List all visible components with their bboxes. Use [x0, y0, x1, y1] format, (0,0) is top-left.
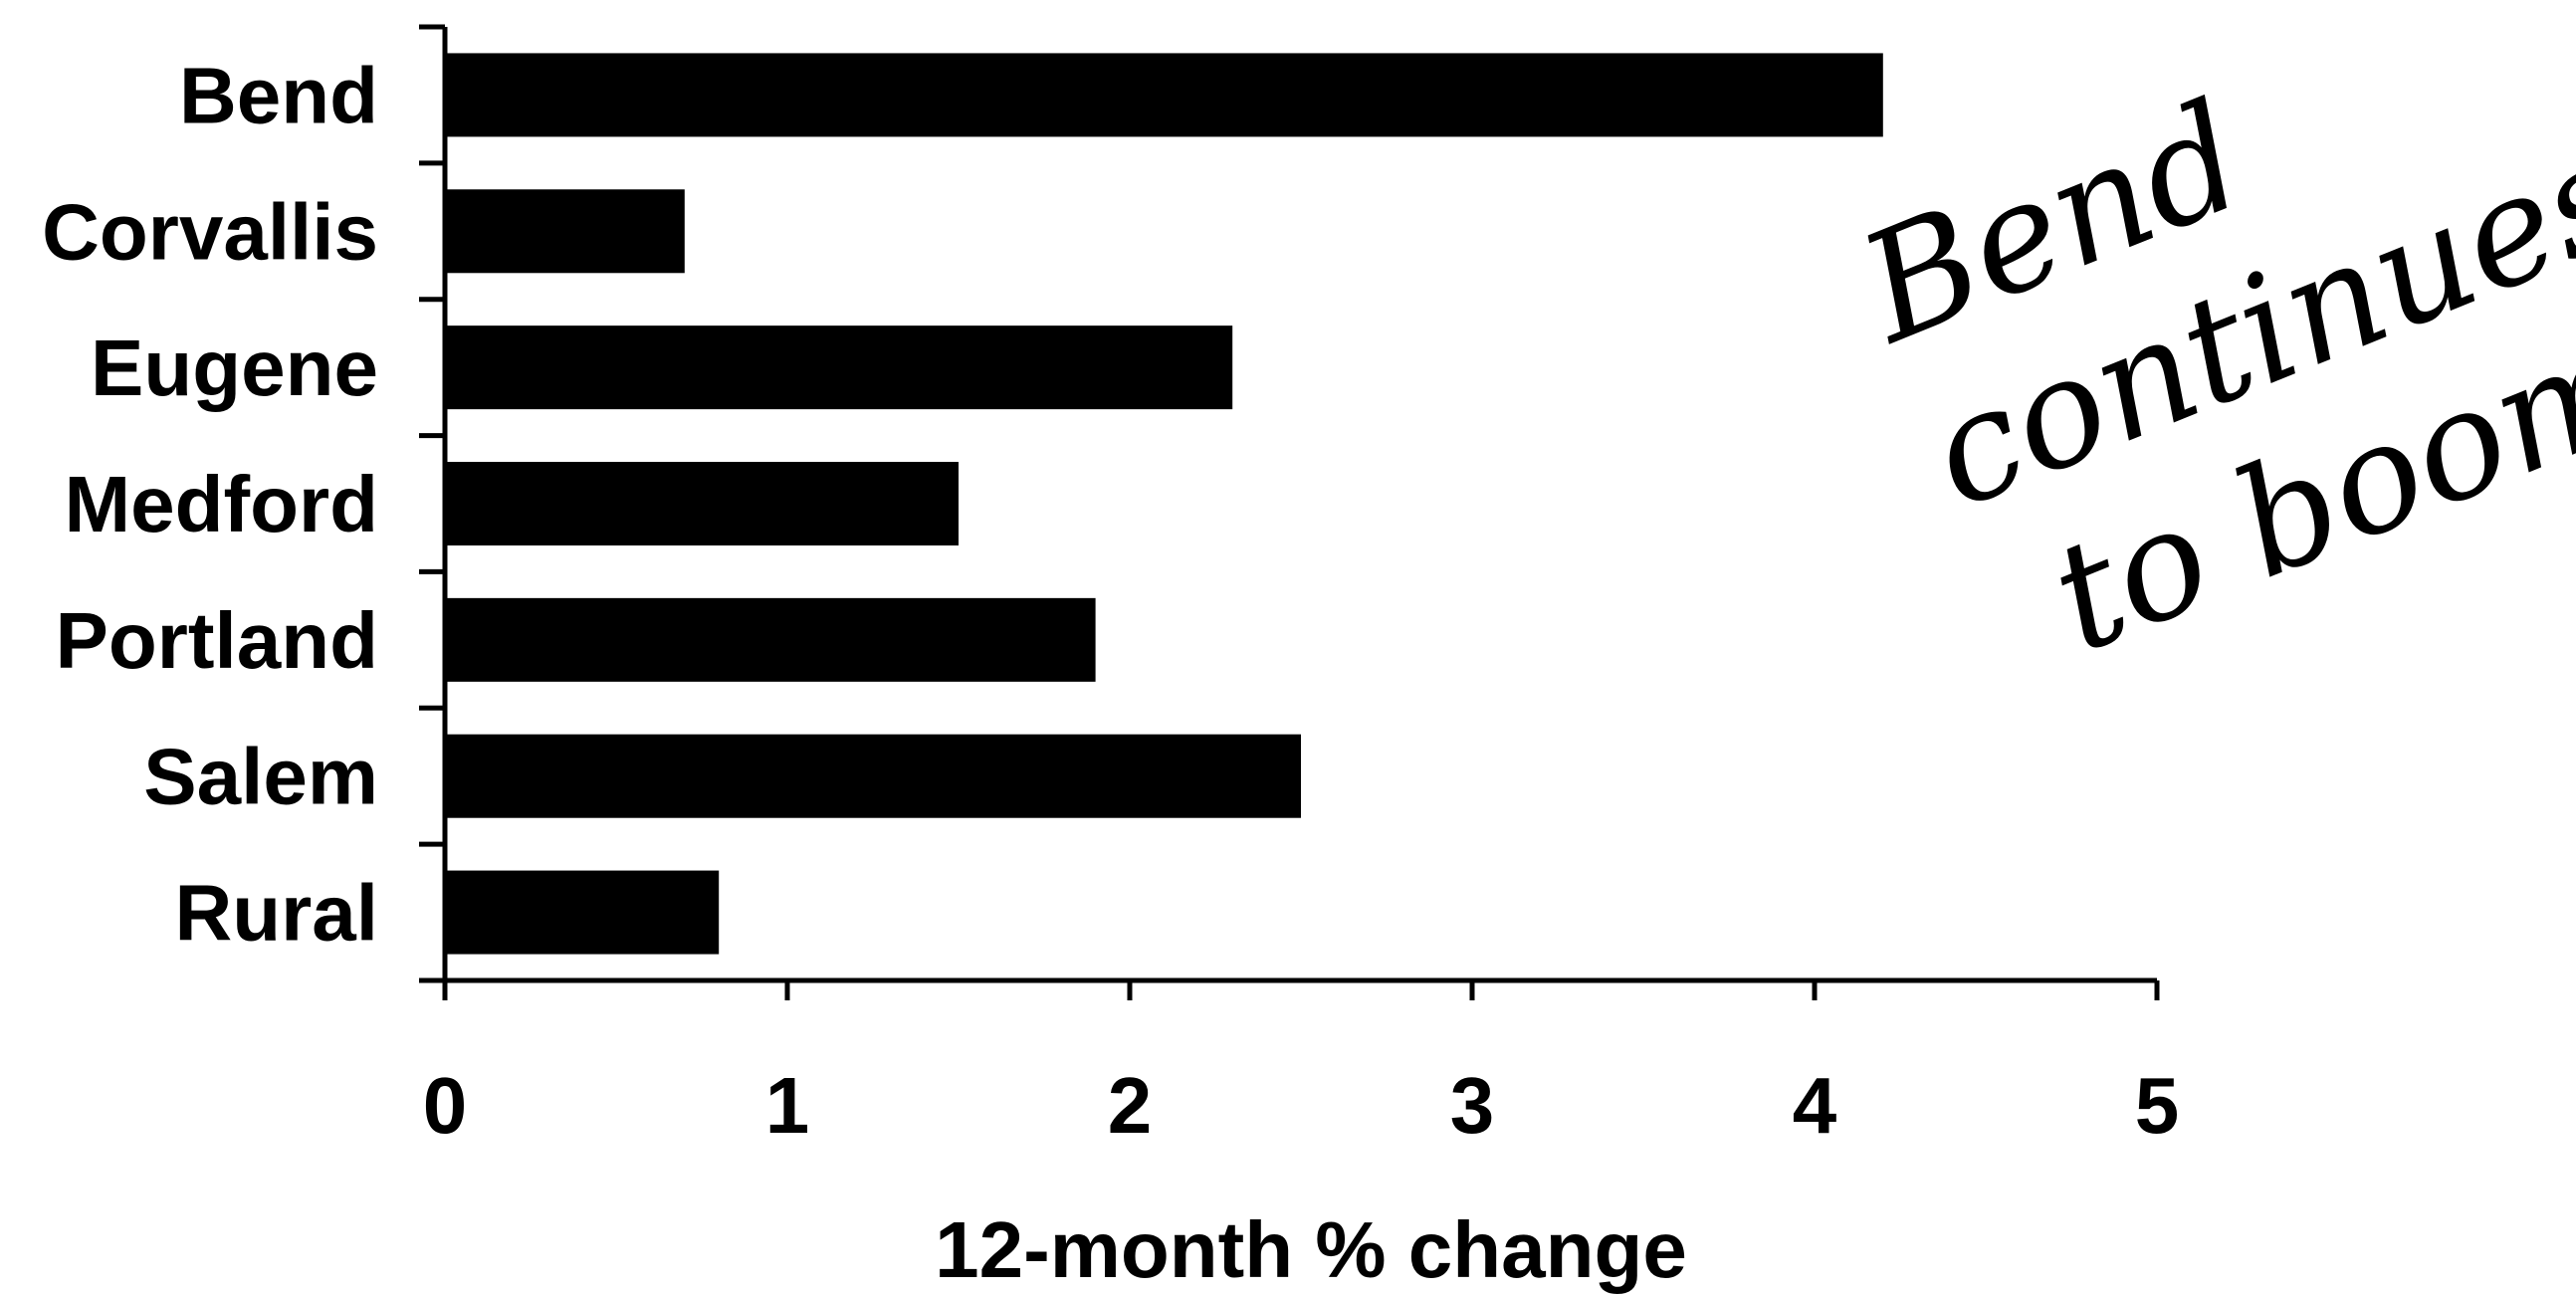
x-tick-label: 5: [2135, 1061, 2180, 1150]
y-axis-ticks: [419, 24, 445, 983]
x-tick-label: 1: [765, 1061, 810, 1150]
category-label-eugene: Eugene: [91, 324, 378, 412]
category-label-portland: Portland: [56, 596, 378, 685]
bar-eugene: [443, 325, 1233, 410]
bar-bend: [443, 53, 1883, 137]
bar-portland: [443, 597, 1096, 682]
x-tick-label: 4: [1793, 1061, 1837, 1150]
bars-group: [443, 53, 1883, 955]
bar-medford: [443, 462, 959, 545]
x-axis-ticks: [442, 980, 2160, 1000]
category-label-medford: Medford: [64, 460, 378, 548]
x-tick-label: 2: [1108, 1061, 1153, 1150]
bar-salem: [443, 734, 1301, 818]
bar-rural: [443, 870, 720, 955]
x-tick-labels: 0 1 2 3 4 5: [423, 1061, 2180, 1150]
category-label-bend: Bend: [179, 51, 378, 139]
x-axis-title: 12-month % change: [935, 1205, 1687, 1294]
category-labels: Bend Corvallis Eugene Medford Portland Salem R…: [42, 51, 378, 957]
category-label-salem: Salem: [143, 733, 378, 821]
category-label-corvallis: Corvallis: [42, 187, 378, 276]
axes-group: [419, 27, 2157, 983]
x-tick-label: 3: [1450, 1061, 1495, 1150]
category-label-rural: Rural: [175, 869, 379, 958]
bar-corvallis: [443, 189, 685, 274]
x-tick-label: 0: [423, 1061, 468, 1150]
